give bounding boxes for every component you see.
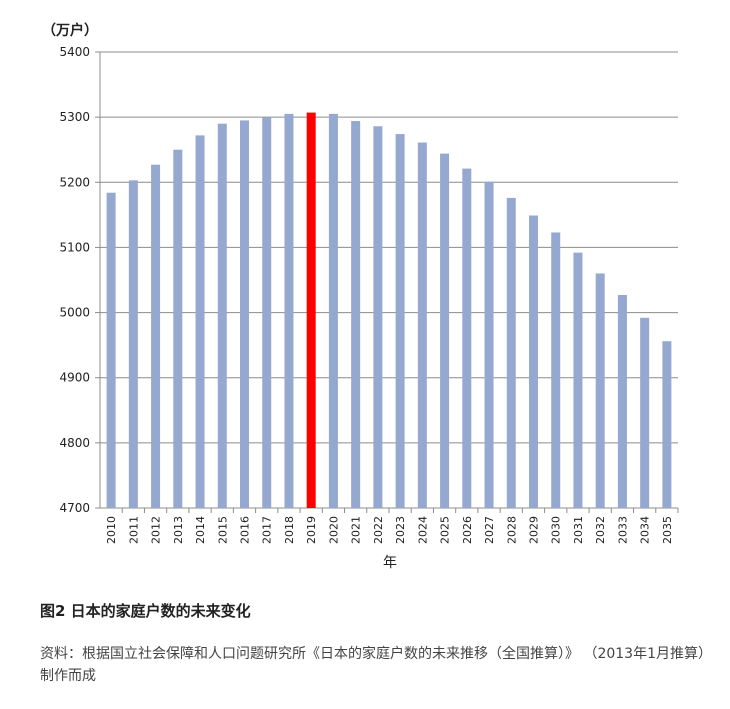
x-tick-label: 2018 xyxy=(283,516,296,544)
bar xyxy=(195,135,205,508)
x-tick-label: 2027 xyxy=(483,516,496,544)
bar xyxy=(151,164,161,508)
household-bar-chart: （万户） 4700 4800 4900 5000 5100 5200 5300 5400 20… xyxy=(42,22,679,571)
bar xyxy=(595,273,605,508)
y-tick-label: 5300 xyxy=(59,110,90,124)
bar xyxy=(284,113,294,508)
x-tick-label: 2015 xyxy=(216,516,229,544)
bar xyxy=(640,317,650,508)
y-tick-label: 5400 xyxy=(59,45,90,59)
x-tick-label: 2034 xyxy=(639,516,652,544)
x-tick-label: 2011 xyxy=(127,516,140,544)
y-axis-ticks: 4700 4800 4900 5000 5100 5200 5300 5400 xyxy=(59,45,100,515)
x-tick-label: 2024 xyxy=(416,516,429,544)
x-tick-label: 2031 xyxy=(572,516,585,544)
x-tick-label: 2023 xyxy=(394,516,407,544)
x-axis-ticks: 2010 2011 2012 2013 2014 2015 2016 2017 2018 2019… xyxy=(105,508,679,544)
bar xyxy=(484,181,494,509)
bar xyxy=(617,294,627,508)
bar xyxy=(262,117,272,509)
y-tick-label: 5200 xyxy=(59,175,90,189)
bar xyxy=(217,123,227,509)
bar xyxy=(106,192,116,509)
x-tick-label: 2019 xyxy=(305,516,318,544)
bar xyxy=(573,252,583,508)
x-tick-label: 2016 xyxy=(239,516,252,544)
bar xyxy=(173,149,183,508)
x-tick-label: 2012 xyxy=(150,516,163,544)
x-tick-label: 2021 xyxy=(350,516,363,544)
x-tick-label: 2025 xyxy=(439,516,452,544)
bar xyxy=(328,113,338,508)
x-tick-label: 2010 xyxy=(105,516,118,544)
bar xyxy=(351,121,361,509)
source-line-1: 资料：根据国立社会保障和人口问题研究所《日本的家庭户数的未来推移（全国推算）》 xyxy=(40,646,579,662)
x-tick-label: 2033 xyxy=(616,516,629,544)
figure-caption: 图2 日本的家庭户数的未来变化 xyxy=(40,602,251,620)
x-tick-label: 2017 xyxy=(261,516,274,544)
x-tick-label: 2035 xyxy=(661,516,674,544)
bar xyxy=(662,341,672,508)
x-tick-label: 2013 xyxy=(172,516,185,544)
source-note: 资料：根据国立社会保障和人口问题研究所《日本的家庭户数的未来推移（全国推算）》 … xyxy=(40,643,710,687)
x-tick-label: 2029 xyxy=(528,516,541,544)
x-tick-label: 2028 xyxy=(505,516,518,544)
y-tick-label: 4900 xyxy=(59,371,90,385)
bar xyxy=(462,168,472,508)
bar xyxy=(395,134,405,508)
y-tick-label: 5100 xyxy=(59,240,90,254)
x-tick-label: 2030 xyxy=(550,516,563,544)
y-tick-label: 4800 xyxy=(59,436,90,450)
x-tick-label: 2026 xyxy=(461,516,474,544)
bar xyxy=(440,153,450,508)
bars xyxy=(106,112,672,509)
source-line-2: （2013年1月推算）制作而成 xyxy=(40,646,705,684)
bar xyxy=(417,142,427,508)
x-tick-label: 2032 xyxy=(594,516,607,544)
x-tick-label: 2022 xyxy=(372,516,385,544)
bar xyxy=(128,180,138,508)
bar xyxy=(506,197,516,509)
y-unit-label: （万户） xyxy=(42,22,98,39)
bar xyxy=(551,232,561,508)
x-tick-label: 2020 xyxy=(327,516,340,544)
y-tick-label: 5000 xyxy=(59,306,90,320)
bar-highlight xyxy=(306,112,316,508)
bar xyxy=(529,215,538,508)
x-axis-title: 年 xyxy=(383,555,397,571)
x-tick-label: 2014 xyxy=(194,516,207,544)
bar xyxy=(373,126,383,509)
y-tick-label: 4700 xyxy=(59,501,90,515)
gridlines xyxy=(100,51,678,509)
bar xyxy=(240,120,249,509)
